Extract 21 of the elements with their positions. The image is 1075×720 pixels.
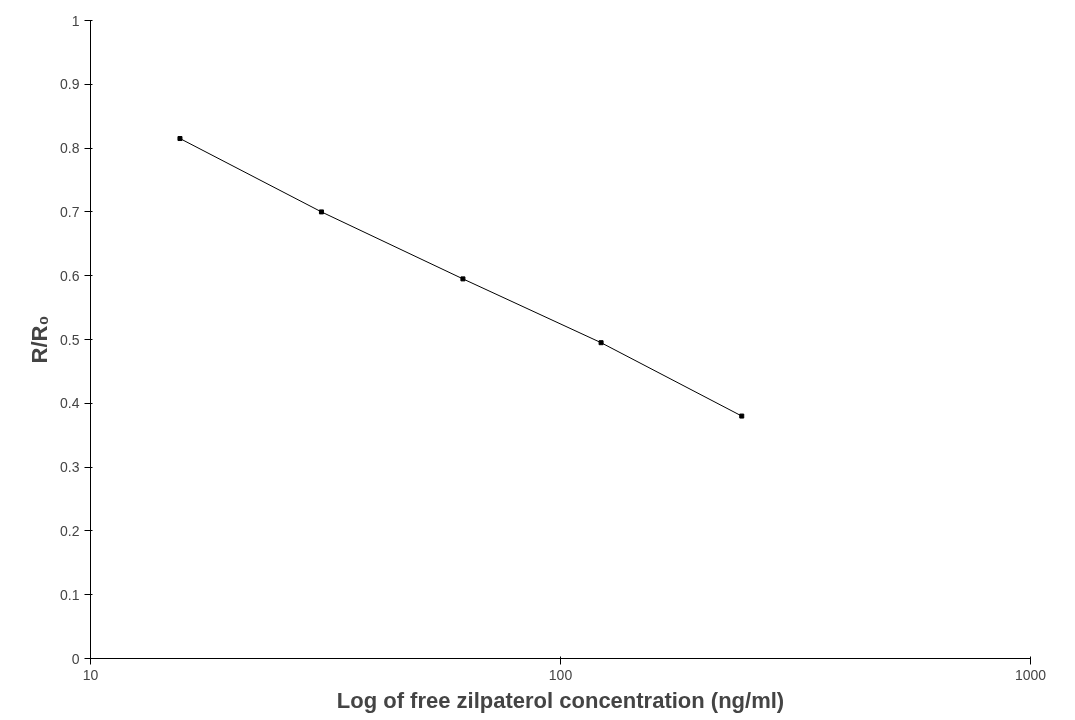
point	[598, 340, 604, 346]
point	[739, 413, 745, 419]
x-tick-label: 100	[548, 666, 573, 683]
y-tick-label: 1	[71, 12, 80, 29]
y-tick-label: 0.3	[60, 459, 80, 476]
x-axis-title: Log of free zilpaterol concentration (ng/ml)	[336, 687, 785, 713]
y-tick-label: 0.2	[60, 522, 80, 539]
point	[177, 136, 183, 142]
y-tick-label: 0	[71, 650, 80, 667]
y-tick-label: 0.7	[60, 203, 80, 220]
y-tick-label: 0.5	[60, 331, 80, 348]
y-tick-label: 0.4	[60, 395, 80, 412]
x-tick-label: 10	[82, 666, 99, 683]
point	[460, 276, 466, 282]
y-tick-label: 0.9	[60, 76, 80, 93]
y-axis-title: R/R₀	[27, 315, 53, 364]
y-tick-label: 0.6	[60, 267, 80, 284]
y-tick-label: 0.1	[60, 586, 80, 603]
x-tick-label: 1000	[1014, 666, 1047, 683]
point	[318, 209, 324, 215]
y-tick-label: 0.8	[60, 140, 80, 157]
